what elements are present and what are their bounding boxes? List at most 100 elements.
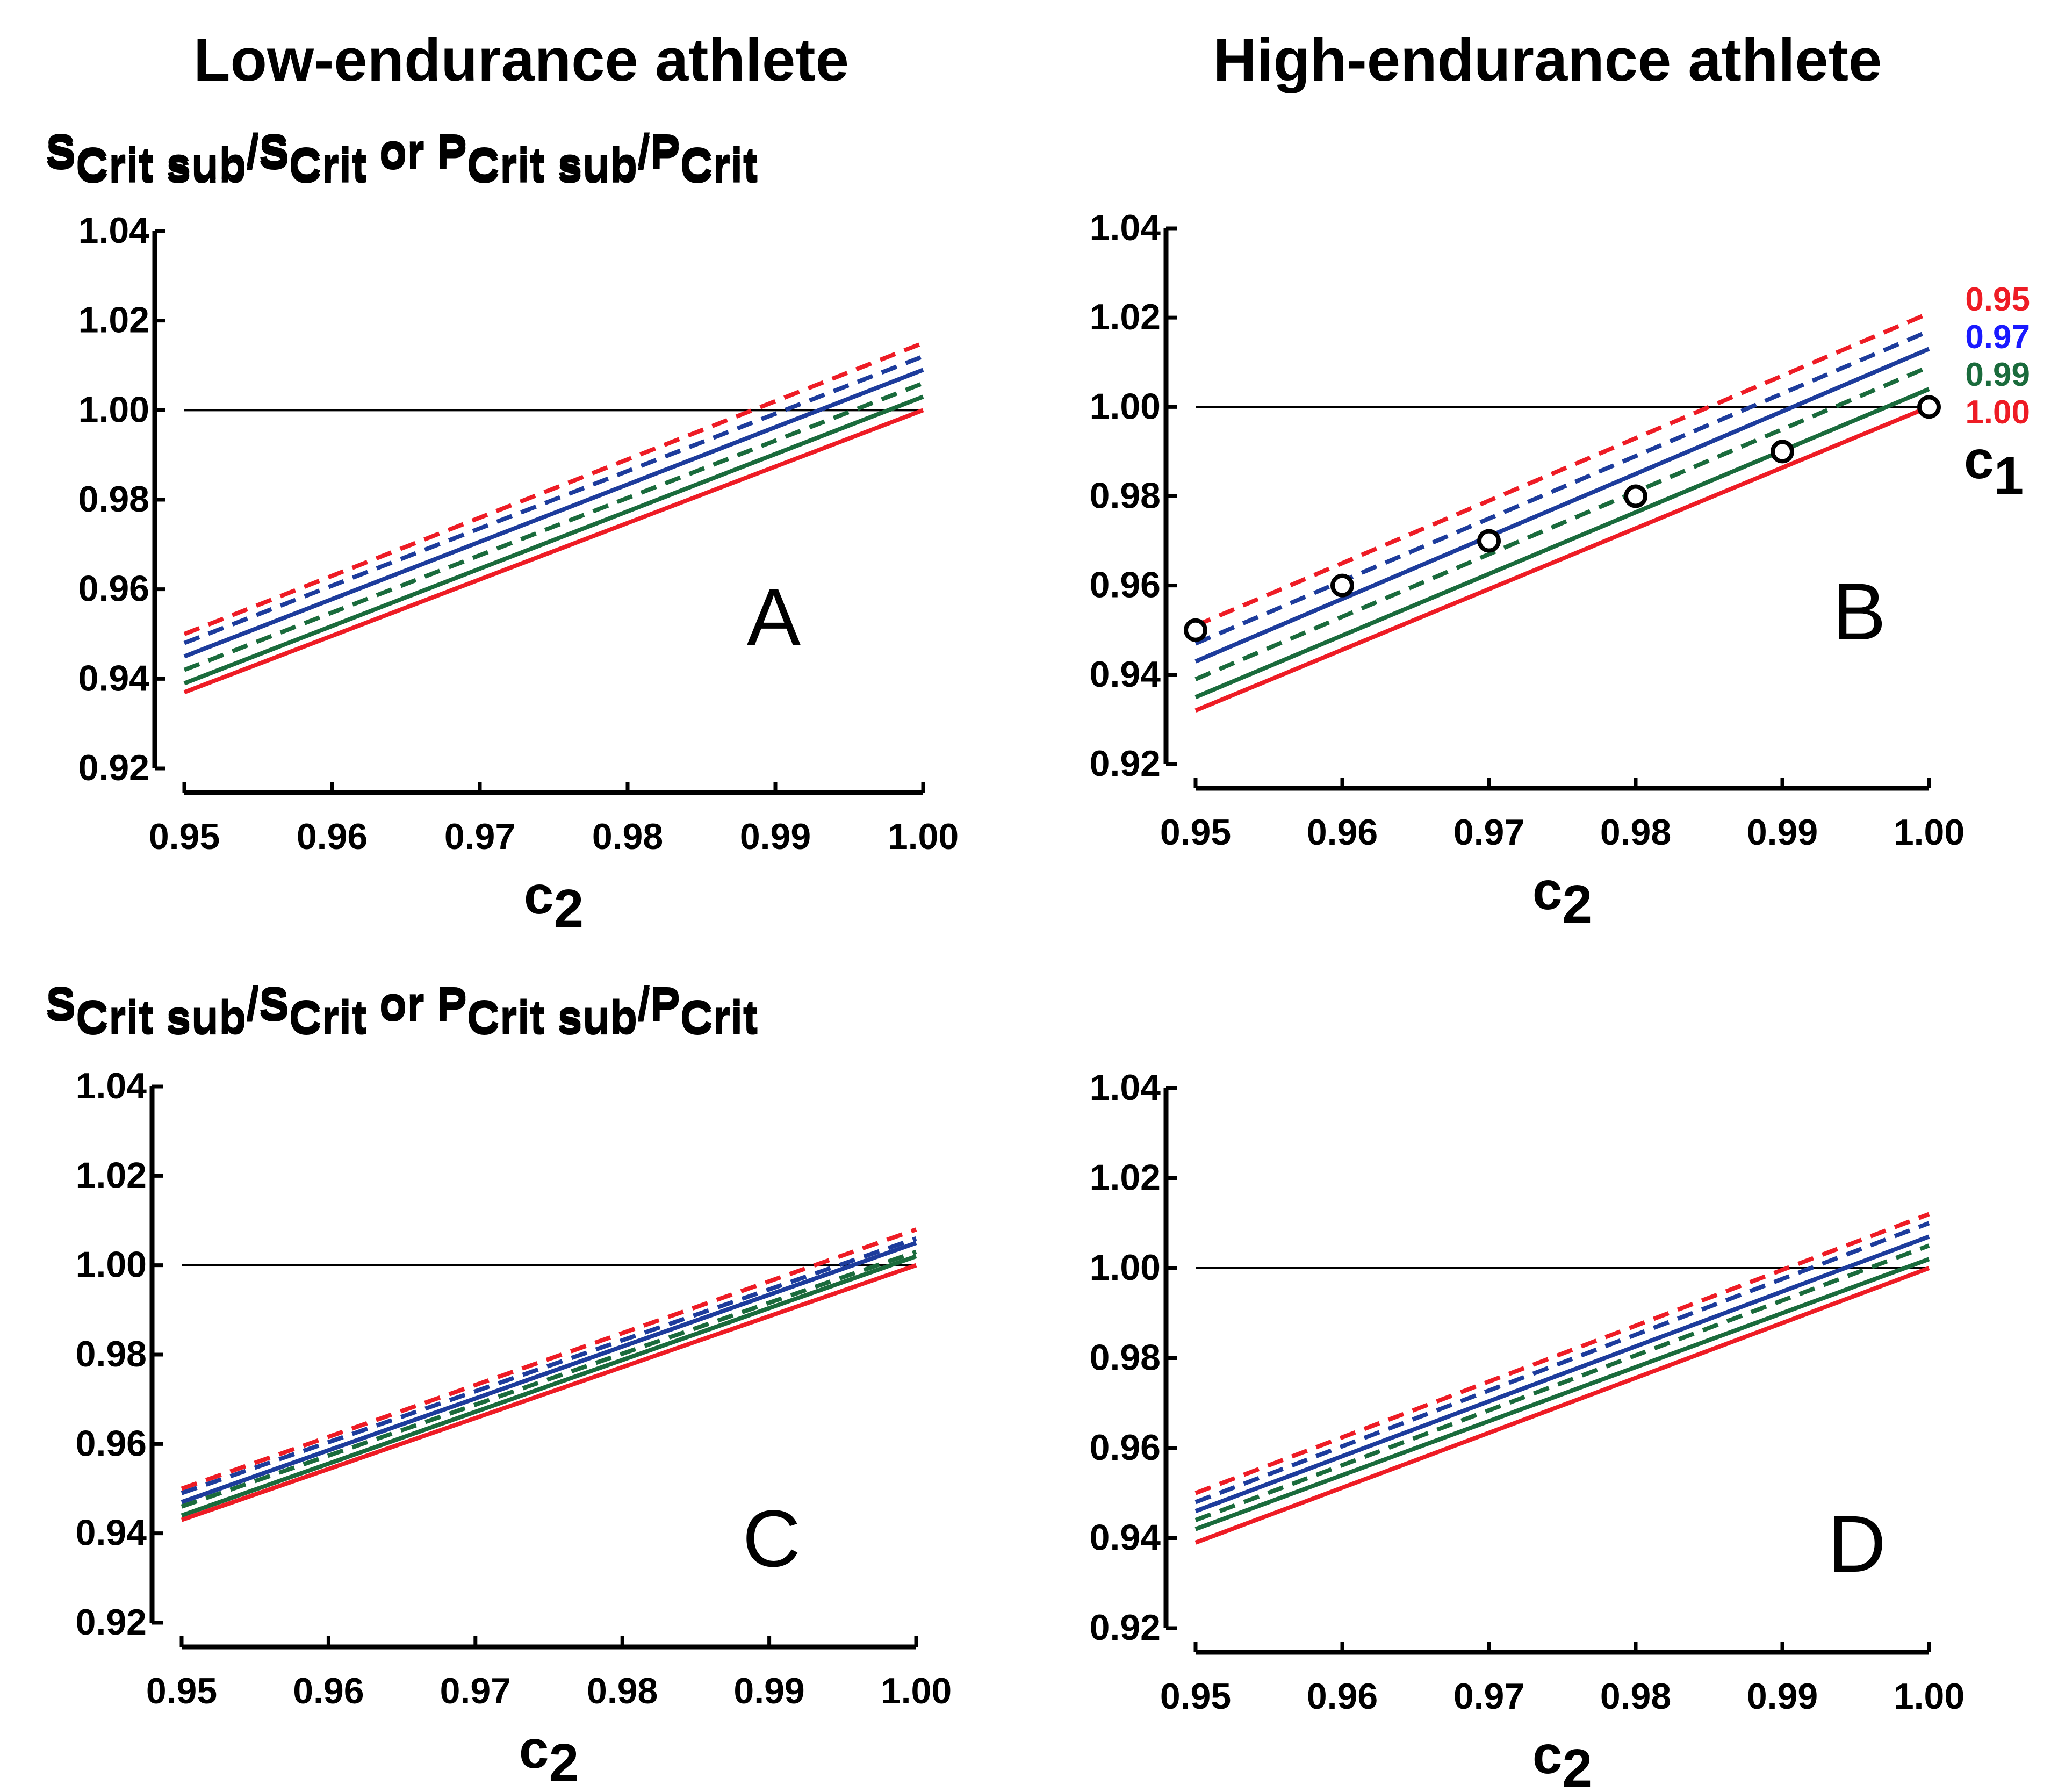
x-tick-label: 0.97 xyxy=(444,816,515,857)
x-tick-label: 0.95 xyxy=(146,1671,217,1711)
series-line xyxy=(1194,1266,1930,1545)
y-label-part: S xyxy=(259,980,289,1031)
series-line xyxy=(181,1236,917,1495)
series-line xyxy=(183,408,924,695)
x-axis-label: c2 xyxy=(524,865,584,939)
y-label-part: P xyxy=(650,980,680,1031)
y-tick-label: 0.98 xyxy=(1090,476,1161,516)
x-tick-label: 0.99 xyxy=(1747,812,1818,853)
panels: SCrit sub/SCrit or PCrit sub/PCrit0.920.… xyxy=(46,125,1965,1792)
y-tick-label: 1.04 xyxy=(76,1066,147,1106)
right-column-title: High-endurance athlete xyxy=(1213,26,1882,93)
series-line xyxy=(181,1241,917,1505)
y-tick-label: 0.96 xyxy=(1090,565,1161,606)
y-label-part: / xyxy=(246,128,258,179)
x-tick-label: 0.96 xyxy=(293,1671,364,1711)
y-axis-label: SCrit sub/SCrit or PCrit sub/PCrit xyxy=(46,977,758,1041)
series-line xyxy=(1194,311,1930,628)
y-label-part: / xyxy=(637,980,650,1031)
panel-B: SCrit sub/SCrit or PCrit sub/PCrit0.920.… xyxy=(46,125,1965,934)
x-label-main: c xyxy=(1532,1725,1563,1785)
y-label-part: Crit xyxy=(680,994,758,1044)
data-marker xyxy=(1771,440,1794,464)
x-tick-label: 0.99 xyxy=(733,1671,804,1711)
y-tick-label: 1.04 xyxy=(78,210,150,251)
y-tick-label: 1.00 xyxy=(76,1244,147,1285)
x-tick-label: 0.98 xyxy=(587,1671,658,1711)
y-tick-label: 1.00 xyxy=(78,389,149,430)
y-label-part: P xyxy=(437,128,467,179)
y-label-part: / xyxy=(246,125,258,175)
series-line xyxy=(183,381,924,672)
x-tick-label: 0.98 xyxy=(592,816,663,857)
y-label-part: Crit xyxy=(289,991,367,1041)
y-label-part: / xyxy=(637,125,650,175)
x-axis-label: c2 xyxy=(1532,861,1592,934)
y-tick-label: 0.92 xyxy=(1090,743,1161,784)
y-tick-label: 1.02 xyxy=(76,1155,147,1196)
series-line xyxy=(181,1254,917,1518)
data-marker xyxy=(1330,573,1354,598)
y-tick-label: 0.92 xyxy=(76,1602,147,1643)
x-tick-label: 0.99 xyxy=(1747,1676,1818,1717)
panel-letter: B xyxy=(1832,566,1886,657)
x-tick-label: 1.00 xyxy=(1894,1676,1965,1717)
series-line xyxy=(1194,1243,1930,1522)
x-label-main: c xyxy=(519,1719,549,1780)
legend-title: c1 xyxy=(1964,430,2024,506)
data-marker xyxy=(1917,395,1941,419)
y-tick-label: 0.98 xyxy=(76,1334,147,1374)
y-label-part: Crit xyxy=(680,138,758,189)
y-label-part: Crit xyxy=(289,138,367,189)
y-label-part: P xyxy=(650,977,680,1028)
y-label-part: Crit sub xyxy=(467,138,637,189)
x-label-sub: 2 xyxy=(1563,874,1593,934)
y-axis-label: SCrit sub/SCrit or PCrit sub/PCrit xyxy=(46,128,758,192)
y-tick-label: 0.94 xyxy=(1090,654,1161,695)
y-tick-label: 0.94 xyxy=(1090,1517,1161,1558)
y-label-part: or xyxy=(366,128,437,179)
y-tick-label: 1.04 xyxy=(1090,207,1161,248)
y-tick-label: 1.00 xyxy=(1090,1247,1161,1288)
series-line xyxy=(1194,347,1930,664)
y-label-part: / xyxy=(246,980,258,1031)
y-label-part: S xyxy=(46,128,76,179)
x-tick-label: 0.96 xyxy=(1307,812,1378,853)
left-column-title: Low-endurance athlete xyxy=(193,26,849,93)
x-tick-label: 0.97 xyxy=(1453,812,1524,853)
series-line xyxy=(181,1249,917,1509)
y-label-part: S xyxy=(46,125,76,175)
series-line xyxy=(1194,1234,1930,1514)
y-axis-label: SCrit sub/SCrit or PCrit sub/PCrit xyxy=(46,125,758,189)
series-line xyxy=(1194,364,1930,681)
series-line xyxy=(181,1263,917,1522)
y-label-part: P xyxy=(437,980,467,1031)
series-line xyxy=(1194,405,1930,713)
x-axis-label: c2 xyxy=(519,1719,579,1792)
x-tick-label: 0.95 xyxy=(1160,1676,1231,1717)
y-label-part: Crit sub xyxy=(467,142,637,192)
y-tick-label: 1.04 xyxy=(1090,1067,1161,1108)
panel-C: SCrit sub/SCrit or PCrit sub/PCrit0.920.… xyxy=(46,980,952,1792)
y-label-part: Crit xyxy=(289,142,367,192)
x-tick-label: 0.97 xyxy=(440,1671,511,1711)
y-tick-label: 1.02 xyxy=(78,300,149,341)
y-tick-label: 0.92 xyxy=(78,747,149,788)
y-label-part: Crit sub xyxy=(76,138,246,189)
series-line xyxy=(183,394,924,686)
y-label-part: or xyxy=(366,125,437,175)
panel-letter: C xyxy=(743,1493,801,1584)
y-label-part: or xyxy=(366,977,437,1028)
y-tick-label: 0.98 xyxy=(78,479,149,520)
y-label-part: S xyxy=(259,128,289,179)
y-label-part: Crit sub xyxy=(467,991,637,1041)
data-marker xyxy=(1477,529,1501,553)
x-tick-label: 0.95 xyxy=(1160,812,1231,853)
panel-letter: D xyxy=(1828,1499,1886,1589)
y-label-part: P xyxy=(650,128,680,179)
y-label-part: S xyxy=(46,977,76,1028)
y-label-part: / xyxy=(637,128,650,179)
x-label-sub: 2 xyxy=(554,879,584,939)
y-tick-label: 0.96 xyxy=(76,1423,147,1464)
